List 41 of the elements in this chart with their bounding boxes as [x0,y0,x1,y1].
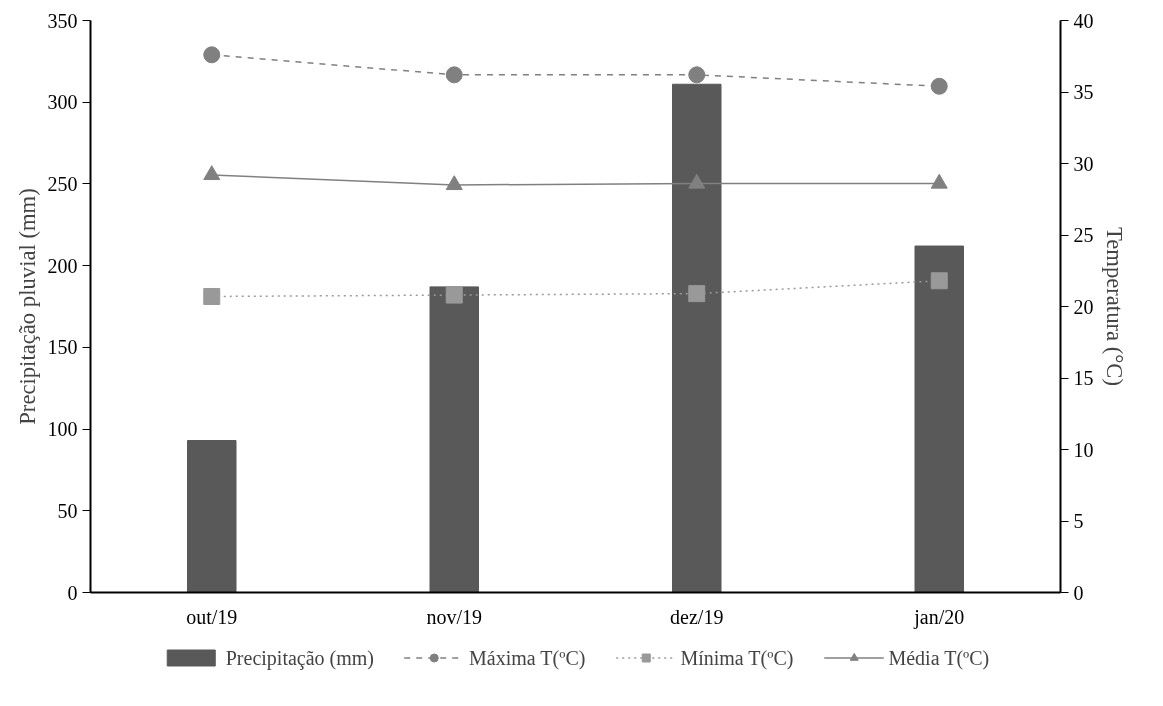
point [688,285,706,303]
point [445,175,463,191]
point [445,66,463,84]
y2-tick-label: 35 [1073,81,1094,103]
y-tick-label: 50 [57,499,78,522]
point [930,272,948,290]
y2-tick-label: 10 [1073,438,1094,461]
x-tick-label: out/19 [186,605,238,628]
y-tick-label: 350 [47,9,78,32]
bar [429,286,479,593]
y-axis-title: Precipitação pluvial (mm) [14,188,40,425]
y-tick-label: 100 [47,418,78,441]
y-tick-label: 300 [47,91,78,114]
point [445,286,463,304]
y2-tick-label: 30 [1073,152,1094,175]
point [930,77,948,95]
y-tick-label: 200 [47,254,78,277]
y2-tick-label: 0 [1073,581,1084,604]
bar [187,440,237,593]
y2-tick-label: 15 [1073,367,1094,389]
y2-tick-label: 25 [1073,224,1094,246]
x-tick-label: dez/19 [670,605,724,628]
legend-label: Precipitação (mm) [225,646,375,669]
legend-label: Média T(ºC) [888,646,990,669]
y-tick-label: 0 [67,581,78,604]
y2-tick-label: 20 [1073,295,1094,318]
legend-label: Máxima T(ºC) [469,646,586,669]
y-tick-label: 150 [47,336,78,359]
x-tick-label: jan/20 [913,605,965,629]
y2-tick-label: 5 [1073,510,1084,532]
y2-axis-title: Temperatura (°C) [1101,226,1127,387]
point [203,287,221,305]
point [203,46,221,64]
bar [914,245,964,593]
legend-label: Mínima T(ºC) [680,646,794,669]
x-tick-label: nov/19 [426,605,483,628]
y2-tick-label: 40 [1073,9,1094,32]
point [688,66,706,84]
y-tick-label: 250 [47,172,78,195]
point [203,165,221,181]
bar [672,83,722,593]
